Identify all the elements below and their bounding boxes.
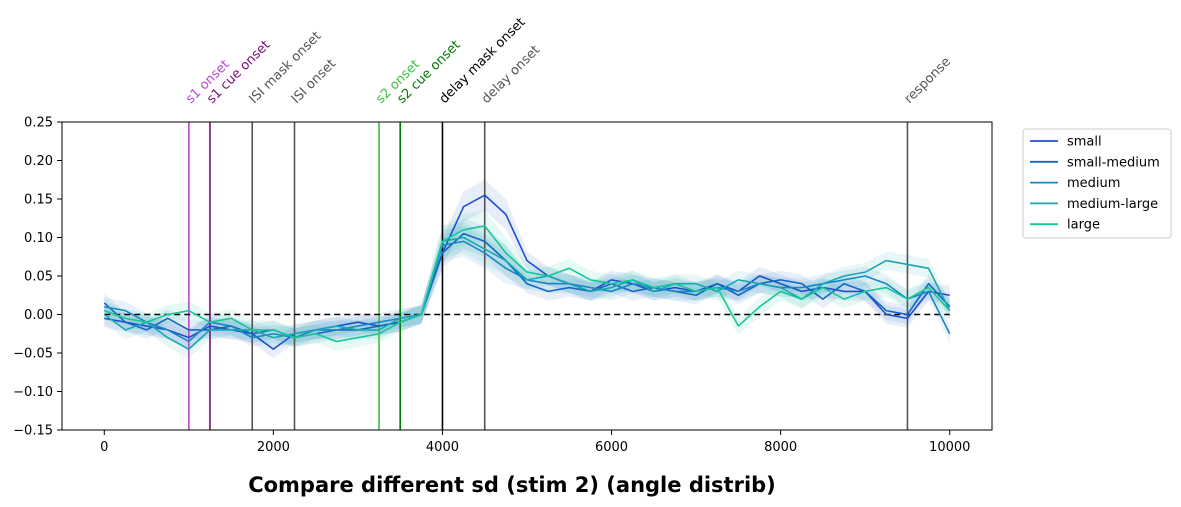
x-tick-label: 2000: [257, 440, 290, 455]
legend-entry: medium: [1067, 176, 1120, 191]
series-line: [103, 232, 951, 339]
x-tick-label: 4000: [426, 440, 459, 455]
x-tick-label: 6000: [595, 440, 628, 455]
series-line: [104, 194, 950, 350]
x-tick-label: 10000: [929, 440, 970, 455]
confidence-band: [104, 225, 950, 351]
y-tick-label: −0.05: [13, 347, 53, 362]
y-tick-label: 0.15: [24, 193, 53, 208]
x-axis: 0 2000 4000 6000 8000 10000: [100, 430, 970, 455]
y-tick-label: 0.00: [24, 308, 53, 323]
y-axis: −0.15 −0.10 −0.05 0.00 0.05 0.10 0.15 0.20 0.25: [13, 116, 62, 439]
legend-entry: small-medium: [1067, 155, 1160, 170]
series-line: [103, 225, 951, 343]
legend-entry: small: [1067, 135, 1102, 150]
event-label: ISI mask onset: [246, 29, 324, 107]
legend-box: [1022, 128, 1172, 239]
confidence-bands: [104, 179, 950, 359]
series-line: [103, 236, 951, 350]
event-lines: [188, 122, 909, 430]
series-lines: [103, 194, 951, 350]
event-label: response: [902, 54, 954, 106]
y-tick-label: 0.20: [24, 154, 53, 169]
legend-entry: medium-large: [1067, 197, 1158, 212]
y-tick-label: 0.10: [24, 231, 53, 246]
y-tick-label: 0.05: [24, 270, 53, 285]
confidence-band: [104, 179, 950, 359]
y-tick-label: −0.10: [13, 385, 53, 400]
confidence-band: [104, 222, 950, 359]
x-tick-label: 8000: [764, 440, 797, 455]
x-tick-label: 0: [100, 440, 108, 455]
legend: small small-medium medium medium-large large: [1022, 128, 1172, 239]
y-tick-label: −0.15: [13, 424, 53, 439]
legend-entry: large: [1067, 218, 1100, 233]
chart-title: Compare different sd (stim 2) (angle dis…: [248, 473, 776, 497]
y-tick-label: 0.25: [24, 116, 53, 131]
